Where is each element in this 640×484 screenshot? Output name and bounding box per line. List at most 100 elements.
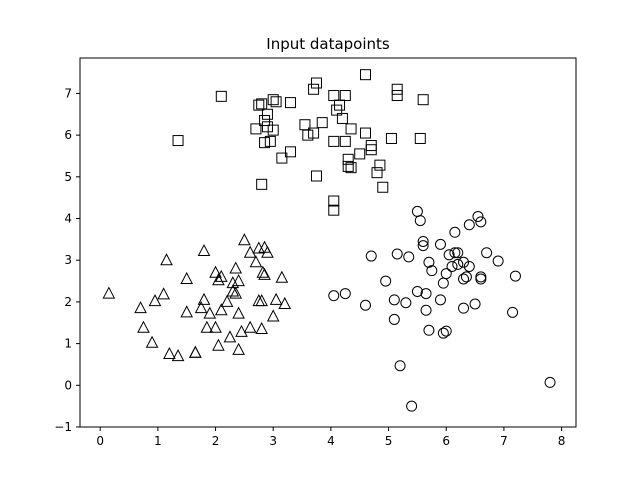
circle-point	[509, 270, 521, 282]
y-tick-label: 4	[64, 212, 72, 226]
circle-point	[388, 294, 400, 306]
square-point	[215, 90, 227, 102]
triangle-point	[102, 286, 116, 299]
circle-point	[472, 210, 484, 222]
axis-ticks: 0 1 2 3 4 5 6 7 8 −1 0 1 2 3 4 5 6 7	[54, 86, 565, 448]
triangle-point	[163, 346, 176, 360]
circle-point	[460, 271, 472, 283]
square-point	[285, 97, 297, 109]
x-tick-label: 4	[327, 434, 335, 448]
circle-point	[463, 260, 475, 272]
square-point	[345, 162, 357, 174]
x-tick-label: 8	[558, 434, 566, 448]
circle-point	[463, 219, 475, 231]
y-tick-label: 7	[64, 86, 72, 100]
square-point	[377, 181, 389, 193]
square-point	[172, 135, 184, 147]
triangle-point	[214, 303, 228, 316]
circle-point	[434, 238, 446, 250]
circle-point	[388, 313, 400, 325]
circle-point	[420, 288, 432, 300]
circle-point	[452, 258, 464, 270]
square-point	[342, 160, 354, 172]
triangle-point	[137, 320, 150, 333]
square-point	[253, 99, 265, 111]
square-point	[328, 135, 340, 147]
square-point	[334, 99, 346, 111]
circle-point	[458, 273, 470, 285]
square-point	[336, 112, 348, 124]
square-point	[276, 152, 288, 164]
square-point	[328, 204, 340, 216]
circle-point	[339, 288, 351, 300]
triangle-point	[209, 265, 222, 278]
triangle-point	[171, 349, 185, 362]
y-tick-label: 0	[64, 378, 72, 392]
square-point	[391, 90, 403, 102]
triangle-point	[226, 284, 240, 297]
chart-title: Input datapoints	[266, 35, 390, 53]
square-point	[417, 94, 429, 106]
triangle-point	[189, 345, 202, 358]
triangle-point	[160, 253, 173, 266]
circle-point	[475, 271, 487, 283]
circle-point	[411, 205, 423, 217]
circle-point	[458, 302, 470, 314]
circle-point	[426, 265, 438, 277]
triangle-point	[243, 320, 257, 333]
triangle-point	[249, 255, 263, 268]
square-point	[359, 127, 371, 139]
square-point	[256, 98, 268, 110]
triangle-point	[148, 294, 162, 307]
square-point	[414, 132, 426, 144]
square-point	[328, 195, 340, 207]
circle-point	[400, 297, 412, 309]
triangle-point	[200, 320, 214, 333]
circle-point	[420, 304, 432, 316]
square-point	[285, 146, 297, 158]
triangle-point	[180, 305, 194, 318]
circle-point	[437, 327, 449, 339]
triangle-point	[203, 306, 217, 319]
square-point	[310, 170, 322, 182]
circle-point	[328, 290, 340, 302]
triangle-point	[220, 294, 234, 307]
triangle-point	[223, 330, 237, 343]
circle-point	[440, 325, 452, 337]
square-point	[328, 90, 340, 102]
square-point	[308, 127, 320, 139]
triangle-point	[275, 270, 289, 283]
square-point	[267, 124, 279, 136]
circle-point	[507, 306, 519, 318]
square-point	[267, 94, 279, 106]
y-tick-label: 2	[64, 295, 72, 309]
square-point	[374, 159, 386, 171]
triangle-point	[212, 338, 225, 351]
circle-point	[449, 226, 461, 238]
square-point	[261, 121, 273, 133]
triangle-point	[232, 342, 245, 355]
y-tick-label: 3	[64, 253, 72, 267]
square-point	[365, 144, 377, 156]
x-tick-label: 5	[385, 434, 393, 448]
square-point	[264, 135, 276, 147]
x-tick-label: 3	[269, 434, 277, 448]
circle-point	[475, 273, 487, 285]
triangle-point	[232, 306, 245, 319]
y-tick-label: 6	[64, 128, 72, 142]
circle-point	[544, 376, 556, 388]
square-point	[308, 83, 320, 95]
square-point	[385, 132, 397, 144]
square-point	[270, 96, 282, 108]
x-tick-label: 6	[442, 434, 450, 448]
square-point	[302, 129, 314, 141]
circle-point	[365, 250, 377, 262]
circle-point	[394, 360, 406, 372]
square-point	[354, 148, 366, 160]
circle-point	[434, 294, 446, 306]
x-tick-label: 7	[500, 434, 508, 448]
triangle-point	[238, 233, 251, 246]
circle-point	[391, 248, 403, 260]
